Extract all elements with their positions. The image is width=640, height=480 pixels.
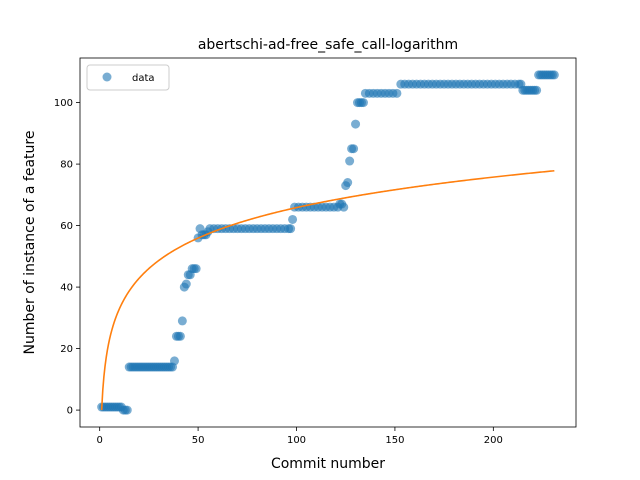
data-point	[191, 264, 201, 274]
x-axis-ticks: 0 50 100 150 200	[96, 427, 503, 446]
data-point	[349, 144, 359, 154]
data-point	[177, 316, 187, 326]
axes-frame	[79, 57, 577, 428]
legend: data	[86, 64, 170, 91]
data-point	[175, 331, 185, 341]
x-tick-label: 150	[385, 435, 404, 446]
x-tick-label: 200	[484, 435, 503, 446]
data-point	[532, 85, 542, 95]
y-tick-label: 80	[60, 160, 73, 171]
data-point	[392, 88, 402, 98]
y-tick-label: 0	[67, 406, 73, 417]
data-point	[181, 279, 191, 289]
data-point	[345, 156, 355, 166]
y-axis-ticks: 0 20 40 60 80 100	[54, 98, 80, 417]
y-tick-label: 40	[60, 283, 73, 294]
y-tick-label: 60	[60, 221, 73, 232]
data-point	[343, 178, 353, 188]
x-tick-label: 50	[192, 435, 205, 446]
x-axis-label: Commit number	[271, 456, 385, 472]
y-axis-label: Number of instance of a feature	[22, 131, 38, 355]
data-point	[358, 98, 368, 108]
data-point	[169, 356, 179, 366]
data-point	[339, 202, 349, 212]
y-tick-label: 100	[54, 98, 73, 109]
y-tick-label: 20	[60, 344, 73, 355]
data-point	[351, 119, 361, 129]
x-tick-label: 100	[287, 435, 306, 446]
legend-label-data: data	[132, 73, 155, 84]
data-point	[286, 224, 296, 234]
plot-area	[97, 70, 559, 415]
fit-curve	[100, 169, 555, 411]
x-tick-label: 0	[96, 435, 102, 446]
chart-title: abertschi-ad-free_safe_call-logarithm	[198, 37, 458, 53]
legend-marker-data	[102, 72, 112, 82]
data-point	[122, 405, 132, 415]
data-point	[549, 70, 559, 80]
legend-box	[86, 64, 170, 91]
data-point	[288, 214, 298, 224]
